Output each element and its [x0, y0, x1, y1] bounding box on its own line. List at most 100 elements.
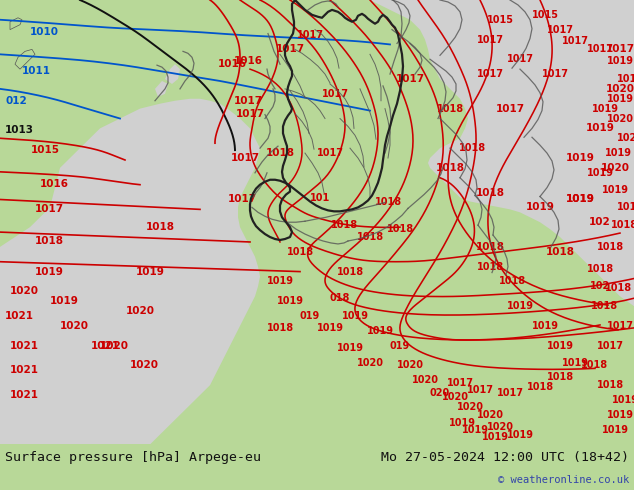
Text: 1018: 1018 — [436, 104, 463, 114]
Text: 1017: 1017 — [586, 45, 614, 54]
Text: 1021: 1021 — [5, 311, 34, 321]
Text: 1020: 1020 — [396, 361, 424, 370]
Text: 019: 019 — [390, 341, 410, 351]
Text: 101: 101 — [310, 193, 330, 202]
Text: 1019: 1019 — [586, 168, 614, 178]
Text: 1017: 1017 — [541, 69, 569, 79]
Text: 1016: 1016 — [40, 179, 69, 189]
Text: 1019: 1019 — [607, 94, 633, 104]
Text: 1017: 1017 — [446, 378, 474, 388]
Text: 1017: 1017 — [396, 74, 425, 84]
Text: 1020: 1020 — [411, 375, 439, 385]
Polygon shape — [370, 0, 634, 306]
Text: 1018: 1018 — [375, 197, 401, 207]
Text: 1017: 1017 — [297, 29, 323, 40]
Text: 1018: 1018 — [547, 372, 574, 382]
Polygon shape — [155, 81, 168, 97]
Text: 1017: 1017 — [235, 109, 264, 119]
Text: 1017: 1017 — [477, 34, 503, 45]
Text: 1017: 1017 — [597, 341, 623, 351]
Text: 1018: 1018 — [498, 276, 526, 287]
Text: 1015: 1015 — [30, 145, 60, 155]
Text: 1018: 1018 — [287, 247, 314, 257]
Text: 102: 102 — [590, 281, 610, 292]
Text: 1020: 1020 — [486, 422, 514, 432]
Text: 1019: 1019 — [366, 326, 394, 336]
Text: 1021: 1021 — [10, 366, 39, 375]
Text: 1020: 1020 — [130, 361, 159, 370]
Text: 1019: 1019 — [566, 195, 595, 204]
Text: 1019: 1019 — [35, 267, 64, 276]
Text: 1017: 1017 — [496, 388, 524, 398]
Text: 012: 012 — [5, 96, 27, 106]
Text: 1017: 1017 — [275, 45, 304, 54]
Text: 1019: 1019 — [607, 410, 633, 420]
Text: 1020: 1020 — [60, 321, 89, 331]
Text: 1019: 1019 — [612, 395, 634, 405]
Text: 1016: 1016 — [217, 59, 247, 69]
Text: 1019: 1019 — [602, 185, 628, 195]
Text: 1017: 1017 — [316, 148, 344, 158]
Text: 1020: 1020 — [100, 341, 129, 351]
Text: 1019: 1019 — [604, 148, 631, 158]
Text: 1020: 1020 — [456, 402, 484, 412]
Text: 1018: 1018 — [476, 242, 505, 252]
Text: 1021: 1021 — [91, 341, 119, 351]
Text: 1018: 1018 — [586, 264, 614, 273]
Text: 1017: 1017 — [562, 36, 588, 47]
Text: 1019: 1019 — [592, 104, 619, 114]
Text: 1020: 1020 — [616, 133, 634, 143]
Text: 1019: 1019 — [507, 430, 533, 440]
Text: 1018: 1018 — [458, 143, 486, 153]
Text: 1019: 1019 — [602, 425, 628, 435]
Text: 1020: 1020 — [126, 306, 155, 316]
Text: 1021: 1021 — [10, 390, 39, 400]
Text: 1017: 1017 — [495, 104, 524, 114]
Text: 1018: 1018 — [35, 236, 64, 246]
Text: 1018: 1018 — [581, 361, 609, 370]
Text: 1018: 1018 — [611, 220, 634, 230]
Text: 1020: 1020 — [356, 359, 384, 368]
Text: 1019: 1019 — [448, 417, 476, 428]
Text: 1017: 1017 — [477, 69, 503, 79]
Text: 1020: 1020 — [477, 410, 503, 420]
Text: 1017: 1017 — [233, 96, 262, 106]
Text: 1017: 1017 — [605, 45, 634, 54]
Text: 1019: 1019 — [342, 311, 368, 321]
Text: © weatheronline.co.uk: © weatheronline.co.uk — [498, 475, 629, 485]
Text: 1018: 1018 — [604, 283, 631, 294]
Text: Mo 27-05-2024 12:00 UTC (18+42): Mo 27-05-2024 12:00 UTC (18+42) — [381, 451, 629, 464]
Text: 1019: 1019 — [266, 276, 294, 287]
Text: 1019: 1019 — [136, 267, 164, 276]
Text: Surface pressure [hPa] Arpege-eu: Surface pressure [hPa] Arpege-eu — [5, 451, 261, 464]
Text: 1019: 1019 — [481, 432, 508, 441]
Text: 1019: 1019 — [531, 321, 559, 331]
Text: 1021: 1021 — [10, 341, 39, 351]
Text: 1019: 1019 — [616, 74, 634, 84]
Text: 1019: 1019 — [276, 296, 304, 306]
Polygon shape — [10, 18, 22, 29]
Text: 1019: 1019 — [507, 301, 533, 311]
Text: 1017: 1017 — [228, 195, 257, 204]
Polygon shape — [0, 0, 260, 444]
Text: 1015: 1015 — [486, 15, 514, 25]
Text: 1019: 1019 — [547, 341, 574, 351]
Text: 1017: 1017 — [547, 24, 574, 35]
Text: 1020: 1020 — [441, 392, 469, 402]
Text: 1017: 1017 — [35, 204, 64, 215]
Text: 1019: 1019 — [50, 296, 79, 306]
Text: 1017: 1017 — [467, 385, 493, 395]
Text: 1018: 1018 — [266, 323, 294, 333]
Text: 1017: 1017 — [507, 54, 533, 64]
Polygon shape — [165, 64, 180, 84]
Text: 1016: 1016 — [233, 56, 262, 66]
Text: 1020: 1020 — [607, 114, 633, 123]
Text: 1018: 1018 — [476, 262, 503, 271]
Text: 1018: 1018 — [545, 247, 574, 257]
Text: 020: 020 — [430, 388, 450, 398]
Text: 1019: 1019 — [586, 123, 614, 133]
Text: 1019: 1019 — [566, 153, 595, 163]
Text: 1019: 1019 — [562, 359, 588, 368]
Text: 1018: 1018 — [356, 232, 384, 242]
Text: 1018: 1018 — [436, 163, 465, 173]
